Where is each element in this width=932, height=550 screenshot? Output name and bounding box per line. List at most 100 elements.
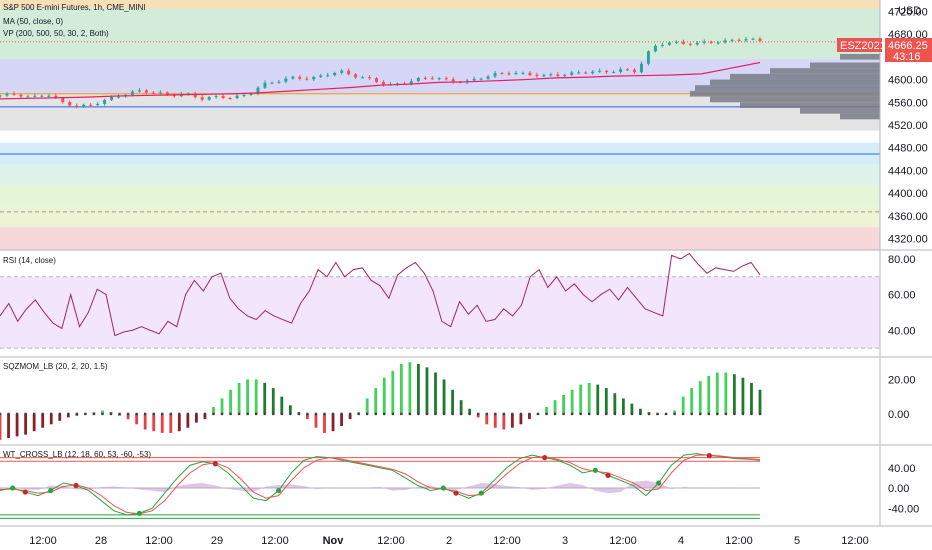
squeeze-dot xyxy=(733,412,736,416)
price-y-tick: 4360.00 xyxy=(888,211,928,223)
squeeze-dot xyxy=(331,412,335,416)
wt-y-tick: 40.00 xyxy=(888,463,916,475)
momentum-bar xyxy=(32,413,36,432)
momentum-bar xyxy=(160,413,164,433)
momentum-bar xyxy=(621,398,625,414)
candle-body xyxy=(598,70,602,72)
x-axis-tick: 12:00 xyxy=(725,535,753,547)
zone-band xyxy=(0,8,880,60)
symbol-badge: ESZ2021 xyxy=(840,40,886,52)
momentum-bar xyxy=(254,379,258,414)
momentum-bar xyxy=(323,413,326,433)
momentum-bar xyxy=(374,388,378,414)
squeeze-dot xyxy=(536,412,540,416)
squeeze-dot xyxy=(0,412,2,416)
momentum-bar xyxy=(545,407,548,414)
candle-body xyxy=(667,42,671,45)
momentum-bar xyxy=(732,374,736,414)
squeeze-dot xyxy=(758,412,762,416)
candle-body xyxy=(249,93,253,96)
last-price-badge-bg xyxy=(885,38,932,62)
candle-body xyxy=(479,78,483,80)
momentum-bar xyxy=(698,381,702,414)
candle-body xyxy=(256,87,260,94)
momentum-bar xyxy=(741,377,745,414)
momentum-bar xyxy=(570,389,574,414)
candle-body xyxy=(144,90,148,93)
squeeze-dot xyxy=(622,412,625,416)
squeeze-dot xyxy=(212,412,215,416)
candle-body xyxy=(437,78,441,80)
squeeze-dot xyxy=(750,412,753,416)
squeeze-dot xyxy=(357,412,360,416)
momentum-bar xyxy=(314,413,318,428)
momentum-bar xyxy=(476,413,480,418)
squeeze-dot xyxy=(434,412,437,416)
squeeze-dot xyxy=(7,412,10,416)
candle-body xyxy=(221,95,225,98)
candle-body xyxy=(619,69,623,72)
candle-body xyxy=(291,76,295,79)
squeeze-dot xyxy=(306,412,309,416)
momentum-bar xyxy=(280,396,284,414)
x-axis-tick: 28 xyxy=(95,535,107,547)
wave-trend-panel[interactable] xyxy=(0,453,761,519)
squeeze-momentum-panel[interactable] xyxy=(0,362,762,440)
squeeze-dot xyxy=(502,412,506,416)
volume-profile-bar xyxy=(710,96,880,103)
rsi-panel[interactable] xyxy=(0,252,880,349)
candle-body xyxy=(277,81,281,83)
x-axis-tick: 12:00 xyxy=(377,535,405,547)
momentum-bar xyxy=(493,413,497,428)
price-badge: ESZ2021 4666.25 43:16 xyxy=(837,38,932,63)
squeeze-dot xyxy=(178,412,181,416)
squeeze-dot xyxy=(314,412,318,416)
wt-area xyxy=(0,480,760,494)
momentum-bar xyxy=(126,413,130,420)
volume-profile-bar xyxy=(710,79,880,86)
momentum-bar xyxy=(707,375,711,414)
squeeze-dot xyxy=(707,412,710,416)
wt-y-tick: 0.00 xyxy=(888,483,909,495)
squeeze-dot xyxy=(570,412,574,416)
currency-label: USD xyxy=(898,5,921,17)
x-axis-tick: 4 xyxy=(678,535,684,547)
squeeze-dot xyxy=(109,412,113,416)
candle-body xyxy=(89,104,93,106)
squeeze-dot xyxy=(477,412,480,416)
candle-body xyxy=(12,93,16,95)
wt-cross-dot xyxy=(73,482,79,489)
volume-profile-bar xyxy=(730,73,880,80)
candle-body xyxy=(507,73,511,75)
volume-profile-bar xyxy=(800,107,880,114)
candle-body xyxy=(368,77,372,79)
squeeze-dot xyxy=(297,412,301,416)
candle-body xyxy=(270,82,274,84)
momentum-bar xyxy=(579,384,583,414)
momentum-bar xyxy=(0,413,2,440)
candle-body xyxy=(284,78,288,82)
price-panel[interactable] xyxy=(0,0,880,250)
candle-body xyxy=(612,71,616,73)
squeeze-dot xyxy=(519,412,523,416)
squeeze-dot xyxy=(24,412,27,416)
wt-y-tick: -40.00 xyxy=(888,503,919,515)
momentum-bar xyxy=(135,413,139,425)
momentum-bar xyxy=(724,372,728,414)
squeeze-dot xyxy=(161,412,164,416)
candle-body xyxy=(542,74,546,77)
squeeze-dot xyxy=(126,412,130,416)
momentum-bar xyxy=(417,363,420,414)
volume-profile-bar xyxy=(810,62,880,69)
candle-body xyxy=(695,42,699,45)
momentum-bar xyxy=(442,379,446,414)
candle-body xyxy=(549,74,553,76)
candle-body xyxy=(674,41,678,43)
candle-body xyxy=(563,74,567,76)
zone-band xyxy=(0,164,880,186)
momentum-bar xyxy=(49,413,53,425)
squeeze-dot xyxy=(84,412,87,416)
x-axis-tick: 12:00 xyxy=(609,535,637,547)
volume-profile-bar xyxy=(770,68,880,74)
